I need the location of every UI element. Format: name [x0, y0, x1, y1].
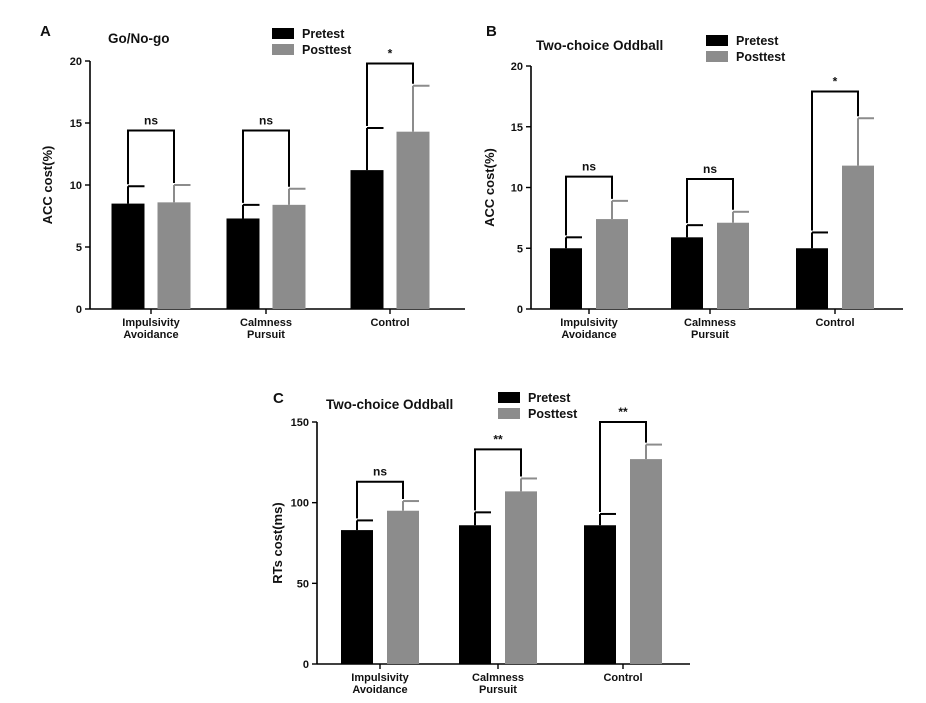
legend-label: Pretest	[302, 27, 345, 41]
legend-label: Posttest	[528, 407, 578, 421]
y-tick-label: 0	[303, 659, 309, 671]
x-tick-label: Impulsivity	[122, 317, 180, 329]
chart-panel-c: C Two-choice Oddball 0 50 100 150 RTs cost(ms)…	[270, 390, 690, 696]
x-tick-label: Control	[370, 317, 409, 329]
x-tick-label: Pursuit	[247, 329, 285, 341]
x-tick-label: Calmness	[684, 317, 736, 329]
y-tick-label: 20	[511, 61, 523, 73]
legend-swatch-pretest	[498, 392, 520, 403]
chart-title: Two-choice Oddball	[536, 38, 663, 53]
legend-label: Posttest	[736, 50, 786, 64]
y-tick-label: 10	[511, 183, 523, 195]
bar-pretest-2	[796, 248, 828, 309]
legend-swatch-pretest	[706, 35, 728, 46]
x-tick-label: Control	[815, 317, 854, 329]
bar-posttest-1	[505, 491, 537, 664]
significance-bracket	[811, 90, 859, 231]
bar-posttest-0	[157, 202, 191, 309]
x-tick-label: Avoidance	[561, 329, 616, 341]
bar-posttest-2	[396, 131, 430, 309]
significance-bracket	[474, 448, 522, 511]
significance-label: **	[493, 432, 503, 446]
significance-bracket	[599, 421, 647, 512]
y-tick-label: 15	[511, 122, 523, 134]
y-axis-title: RTs cost(ms)	[270, 502, 285, 583]
bar-pretest-0	[111, 203, 145, 309]
x-tick-label: Impulsivity	[560, 317, 618, 329]
significance-label: ns	[144, 113, 158, 127]
x-tick-label: Avoidance	[352, 684, 407, 696]
panel-letter: A	[40, 23, 51, 40]
x-tick-label: Pursuit	[479, 684, 517, 696]
chart-title: Two-choice Oddball	[326, 397, 453, 412]
y-tick-label: 100	[291, 498, 309, 510]
bar-posttest-2	[842, 165, 874, 309]
y-tick-label: 50	[297, 578, 309, 590]
significance-label: *	[388, 46, 393, 60]
chart-panel-b: B Two-choice Oddball 0 5 10 15 20 ACC cost(%) Im…	[482, 23, 903, 341]
significance-label: *	[833, 75, 838, 89]
significance-label: ns	[373, 465, 387, 479]
chart-title: Go/No-go	[108, 31, 169, 46]
legend-label: Posttest	[302, 43, 352, 57]
x-tick-label: Avoidance	[123, 329, 178, 341]
bar-posttest-2	[630, 459, 662, 664]
bar-pretest-2	[584, 525, 616, 664]
bar-pretest-1	[459, 525, 491, 664]
bar-posttest-0	[387, 510, 419, 664]
significance-bracket	[356, 480, 404, 519]
y-tick-label: 0	[517, 304, 523, 316]
legend-label: Pretest	[736, 34, 779, 48]
bar-pretest-1	[671, 237, 703, 309]
significance-bracket	[565, 175, 613, 236]
bar-pretest-0	[341, 530, 373, 664]
y-tick-label: 15	[70, 118, 82, 130]
y-tick-label: 0	[76, 304, 82, 316]
legend-swatch-posttest	[272, 44, 294, 55]
significance-label: **	[618, 405, 628, 419]
bar-pretest-1	[226, 218, 260, 309]
significance-label: ns	[259, 113, 273, 127]
y-tick-label: 10	[70, 180, 82, 192]
significance-label: ns	[703, 162, 717, 176]
significance-bracket	[686, 177, 734, 224]
y-tick-label: 5	[76, 242, 82, 254]
bar-posttest-0	[596, 219, 628, 309]
legend-label: Pretest	[528, 391, 571, 405]
legend-swatch-posttest	[706, 51, 728, 62]
chart-panel-a: A Go/No-go 0 5 10 15 20 ACC cost(%) ImpulsivityA…	[40, 23, 465, 341]
x-tick-label: Calmness	[240, 317, 292, 329]
y-tick-label: 5	[517, 243, 523, 255]
significance-bracket	[366, 62, 414, 126]
x-tick-label: Pursuit	[691, 329, 729, 341]
significance-label: ns	[582, 160, 596, 174]
legend-swatch-pretest	[272, 28, 294, 39]
y-tick-label: 150	[291, 417, 309, 429]
panel-letter: C	[273, 390, 284, 407]
bar-pretest-0	[550, 248, 582, 309]
significance-bracket	[127, 129, 175, 185]
significance-bracket	[242, 129, 290, 203]
x-tick-label: Control	[603, 672, 642, 684]
panel-letter: B	[486, 23, 497, 40]
y-axis-title: ACC cost(%)	[482, 148, 497, 227]
y-tick-label: 20	[70, 56, 82, 68]
legend-swatch-posttest	[498, 408, 520, 419]
bar-posttest-1	[717, 222, 749, 309]
x-tick-label: Calmness	[472, 672, 524, 684]
bar-pretest-2	[350, 170, 384, 309]
x-tick-label: Impulsivity	[351, 672, 409, 684]
bar-posttest-1	[272, 204, 306, 309]
y-axis-title: ACC cost(%)	[40, 146, 55, 225]
